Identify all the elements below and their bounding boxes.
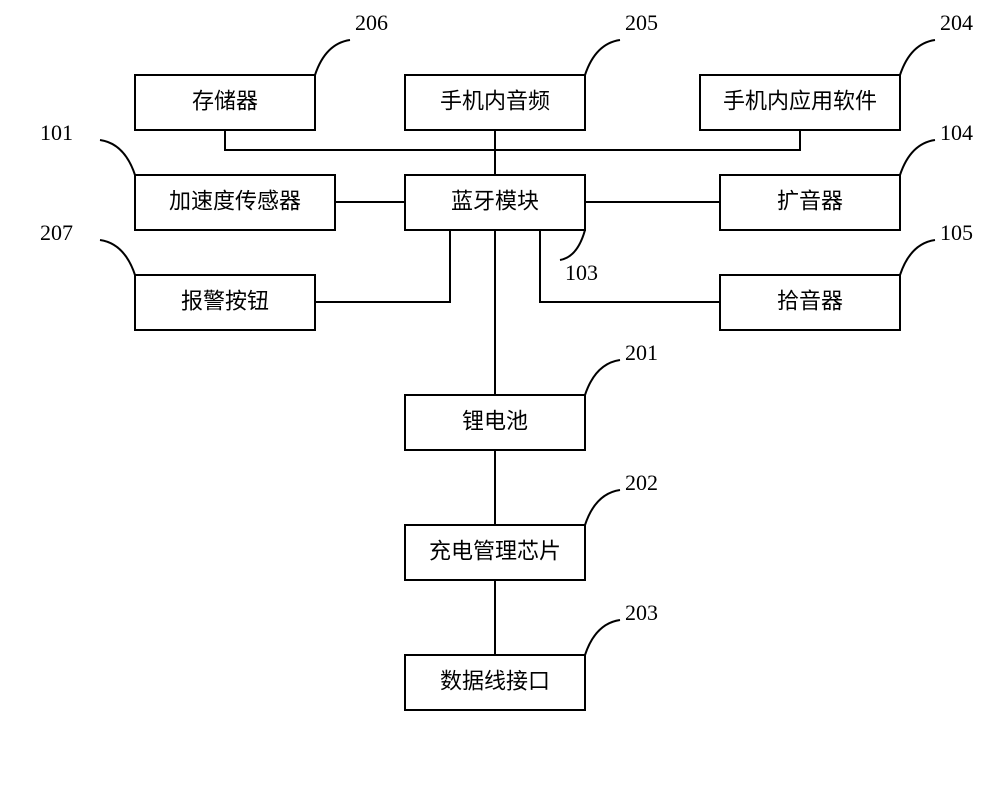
block-label: 锂电池 xyxy=(462,409,528,434)
callout-leader xyxy=(585,360,620,395)
callout-leader xyxy=(315,40,350,75)
callout-leader xyxy=(900,140,935,175)
ref-number: 206 xyxy=(355,10,388,35)
connector xyxy=(495,130,800,150)
block-label: 拾音器 xyxy=(777,289,843,314)
ref-number: 207 xyxy=(40,220,73,245)
ref-number: 202 xyxy=(625,470,658,495)
block-phoneAudio: 手机内音频 205 xyxy=(405,10,658,130)
callout-leader xyxy=(585,620,620,655)
block-alarmBtn: 报警按钮 207 xyxy=(40,220,315,330)
block-label: 充电管理芯片 xyxy=(429,539,561,564)
ref-number: 203 xyxy=(625,600,658,625)
block-label: 扩音器 xyxy=(777,189,843,214)
ref-number: 104 xyxy=(940,120,973,145)
block-speaker: 扩音器 104 xyxy=(720,120,973,230)
block-label: 数据线接口 xyxy=(440,669,550,694)
ref-number: 103 xyxy=(565,260,598,285)
ref-number: 205 xyxy=(625,10,658,35)
block-phoneApp: 手机内应用软件 204 xyxy=(700,10,973,130)
connector xyxy=(315,230,450,302)
block-bt: 蓝牙模块 103 xyxy=(405,175,598,285)
block-label: 报警按钮 xyxy=(181,289,269,314)
ref-number: 201 xyxy=(625,340,658,365)
callout-leader xyxy=(585,40,620,75)
block-chargeChip: 充电管理芯片 202 xyxy=(405,470,658,580)
callout-leader xyxy=(560,230,585,260)
block-storage: 存储器 206 xyxy=(135,10,388,130)
block-label: 手机内应用软件 xyxy=(723,89,877,114)
connector xyxy=(225,130,495,175)
callout-leader xyxy=(100,140,135,175)
block-label: 加速度传感器 xyxy=(169,189,301,214)
callout-leader xyxy=(900,240,935,275)
block-liBatt: 锂电池 201 xyxy=(405,340,658,450)
callout-leader xyxy=(100,240,135,275)
block-label: 蓝牙模块 xyxy=(451,189,539,214)
block-dataPort: 数据线接口 203 xyxy=(405,600,658,710)
block-label: 存储器 xyxy=(192,89,258,114)
ref-number: 101 xyxy=(40,120,73,145)
block-label: 手机内音频 xyxy=(440,89,550,114)
block-accel: 加速度传感器 101 xyxy=(40,120,335,230)
callout-leader xyxy=(585,490,620,525)
block-pickup: 拾音器 105 xyxy=(720,220,973,330)
ref-number: 204 xyxy=(940,10,973,35)
ref-number: 105 xyxy=(940,220,973,245)
callout-leader xyxy=(900,40,935,75)
block-diagram: 存储器 206 手机内音频 205 手机内应用软件 204 加速度传感器 101 蓝牙模块 103… xyxy=(0,0,1000,785)
